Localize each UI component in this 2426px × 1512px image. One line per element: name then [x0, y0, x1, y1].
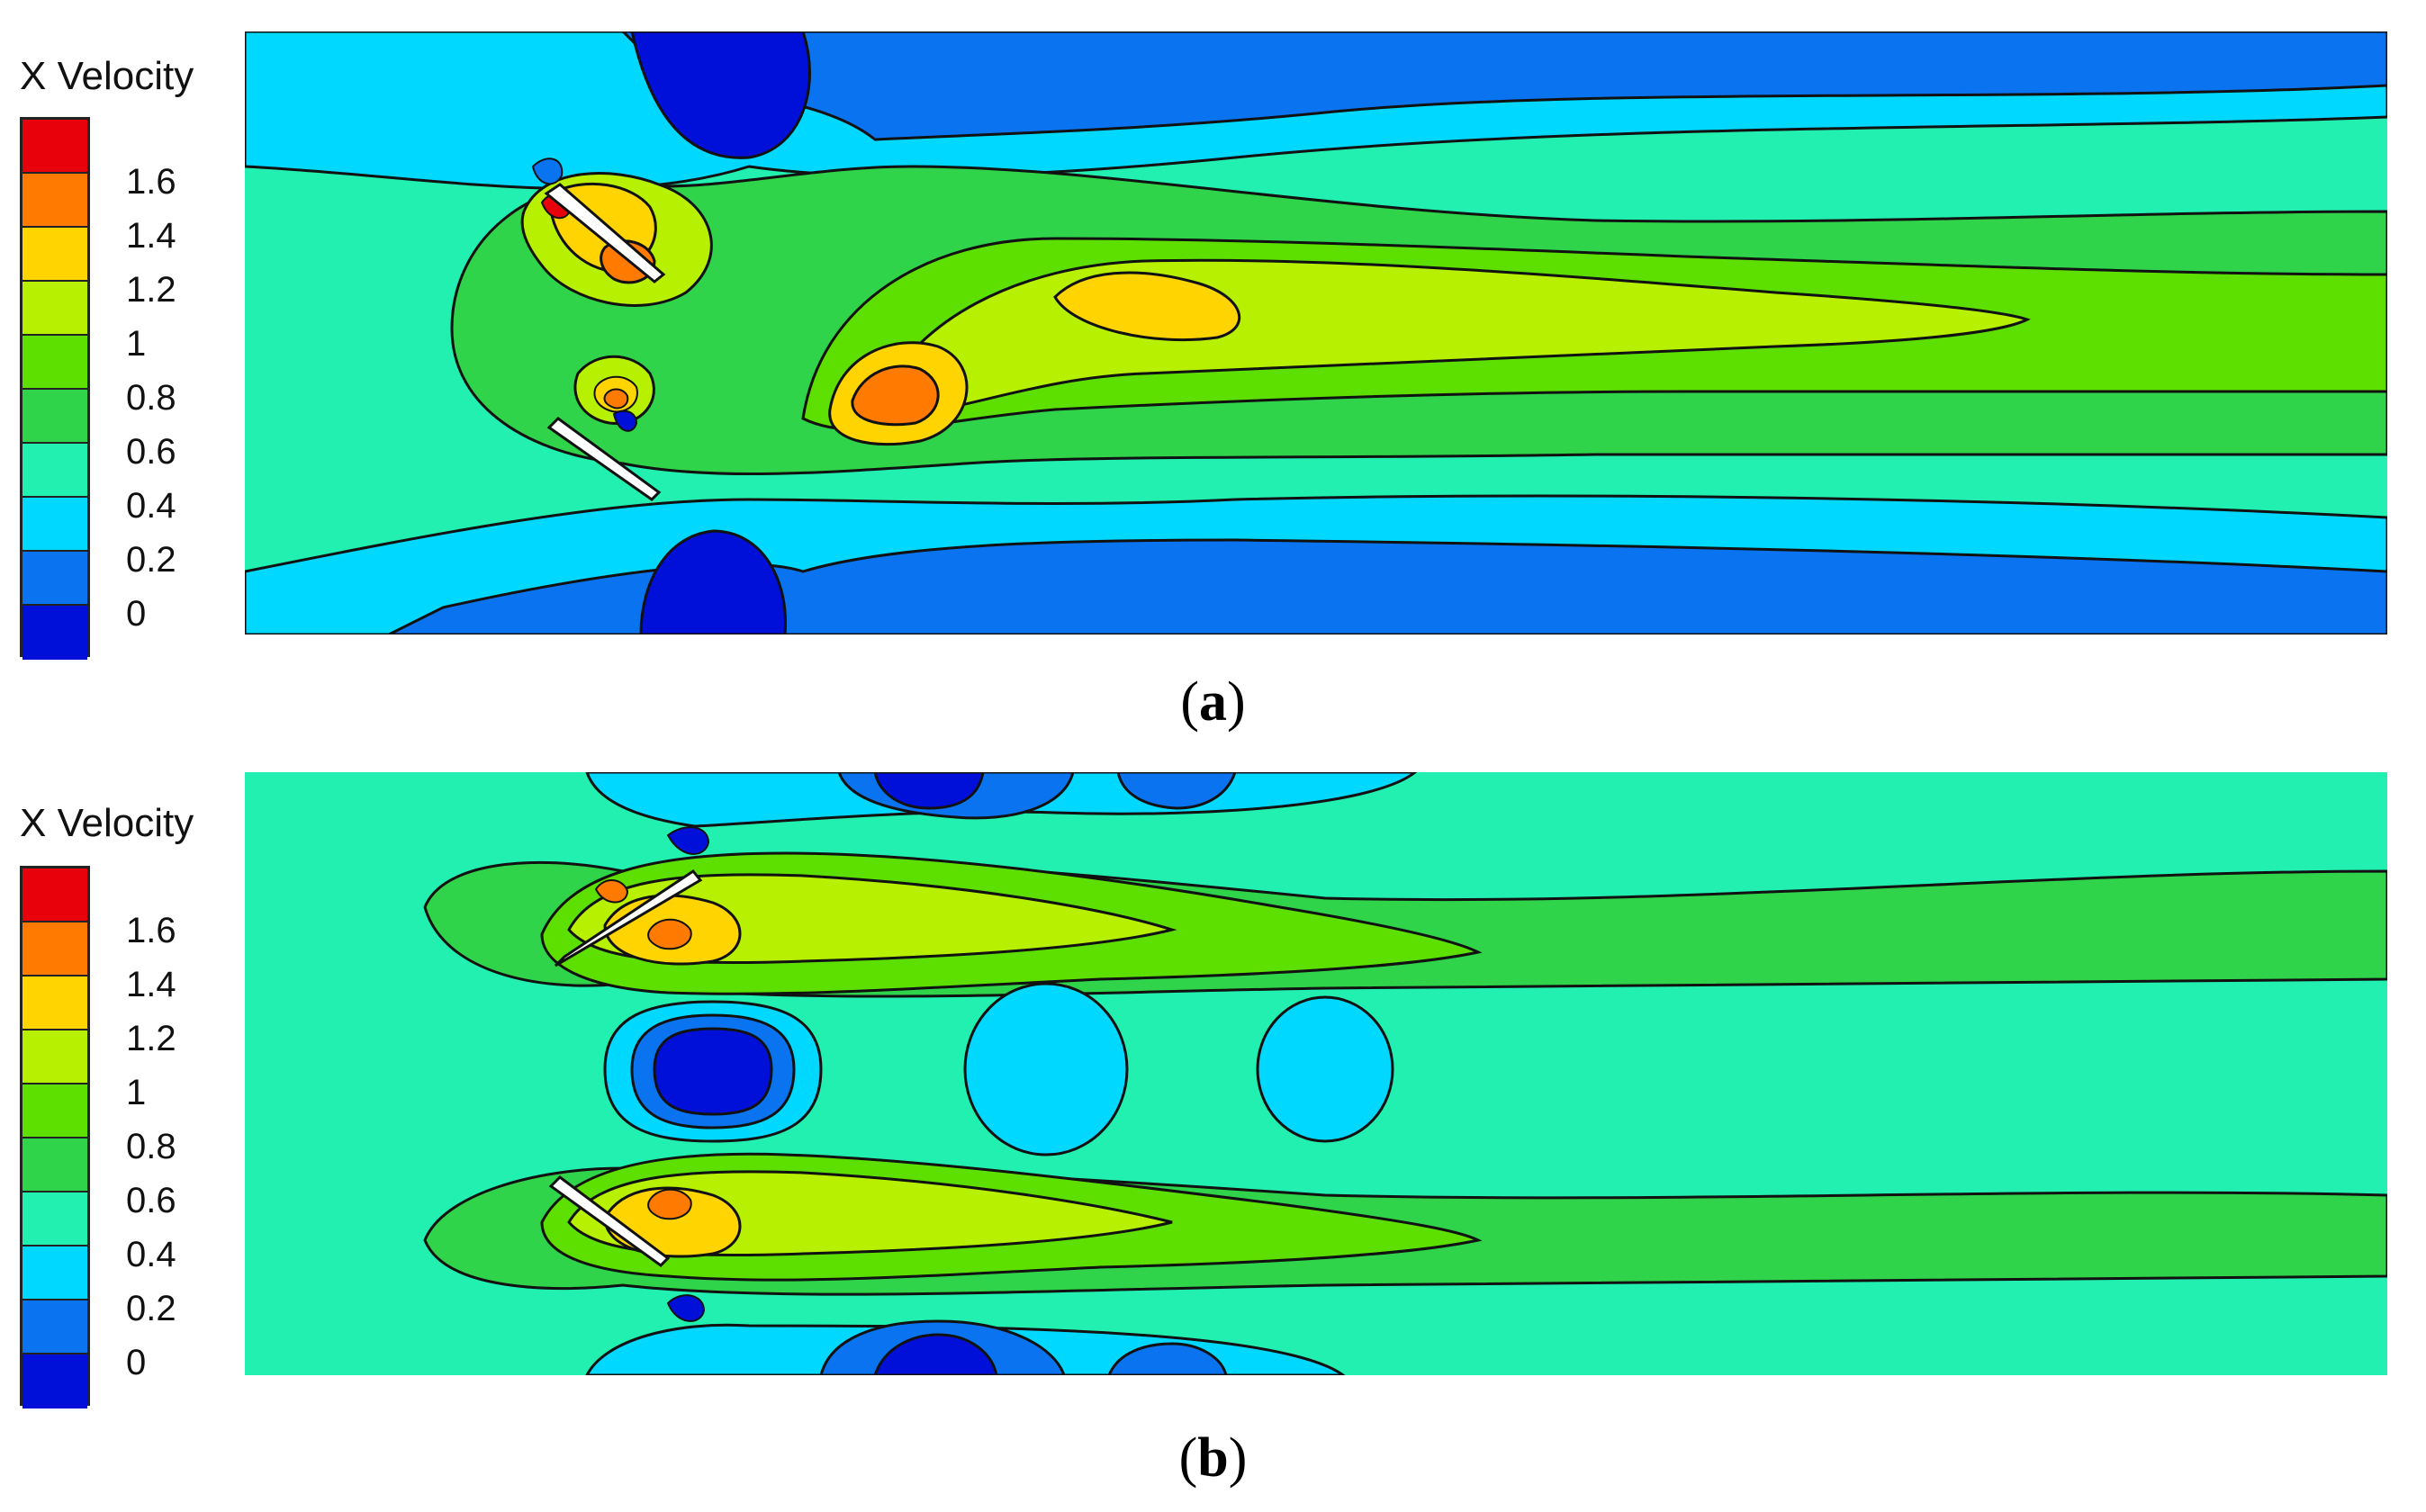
legend-tick-label: 0.4	[126, 486, 176, 526]
legend-swatch	[23, 228, 87, 282]
legend-tick-label: 1.2	[126, 270, 176, 310]
wake-vortex-cyan-2	[1256, 995, 1394, 1143]
lower-blade-blue	[612, 410, 638, 432]
caption-b: (b)	[1178, 1427, 1248, 1489]
legend-swatch	[23, 922, 87, 976]
bottom-wall-blue-2	[1107, 1342, 1228, 1375]
top-wall-darkblue	[873, 772, 985, 810]
legend-swatch	[23, 868, 87, 922]
legend-swatch	[23, 552, 87, 606]
lower-blade-orange	[603, 388, 629, 410]
legend-swatch	[23, 976, 87, 1030]
panel-a: X Velocity 1.6 1.4 1.2 1 0.8 0.6 0.4 0.2 0	[20, 32, 2387, 733]
bottom-wall-darkblue	[873, 1333, 998, 1375]
caption-a: (a)	[1180, 671, 1246, 733]
contour-plot-a	[245, 32, 2387, 634]
legend-tick-label: 0	[126, 594, 147, 634]
legend-tick-label: 1	[126, 324, 147, 364]
legend-swatch	[23, 498, 87, 552]
lower-blade	[548, 1175, 671, 1267]
wake-lower-ring-orange	[851, 364, 940, 427]
legend-tick-label: 0.2	[126, 1289, 176, 1328]
panel-b: X Velocity 1.6 1.4 1.2 1 0.8 0.6 0.4 0.2 0	[0, 756, 2426, 1512]
blob-top-darkblue	[630, 32, 811, 159]
legend-swatch	[23, 1354, 87, 1408]
blob-bottom-darkblue	[639, 529, 788, 634]
center-vortex-darkblue	[653, 1027, 773, 1116]
legend-tick-label: 1.4	[126, 216, 176, 256]
legend-swatch	[23, 1138, 87, 1192]
lower-trailing-vortex	[666, 1294, 706, 1322]
legend-tick-label: 1.2	[126, 1019, 176, 1058]
legend-tick-label: 0.8	[126, 378, 176, 418]
legend-swatch	[23, 390, 87, 444]
upper-wake-orange	[647, 918, 692, 950]
legend-title-a: X Velocity	[20, 54, 194, 98]
legend-tick-label: 0	[126, 1343, 147, 1382]
upper-tip-blue	[531, 158, 564, 185]
upper-blade	[554, 868, 703, 968]
legend-swatch	[23, 174, 87, 228]
legend-swatch	[23, 120, 87, 174]
band-top-blue	[620, 32, 2387, 141]
legend-title-b: X Velocity	[20, 801, 194, 845]
legend-swatch	[23, 1300, 87, 1354]
legend-swatch	[23, 1084, 87, 1138]
lower-blade	[546, 417, 662, 501]
legend-swatch	[23, 1030, 87, 1084]
legend-swatch	[23, 336, 87, 390]
wake-vortex-cyan-1	[963, 982, 1129, 1156]
legend-tick-label: 1.6	[126, 911, 176, 950]
legend-swatch	[23, 606, 87, 660]
legend-tick-label: 0.2	[126, 540, 176, 580]
legend-tick-label: 1	[126, 1073, 147, 1112]
legend-swatch	[23, 282, 87, 336]
upper-leading-vortex	[666, 826, 710, 855]
legend-swatch	[23, 444, 87, 498]
legend-tick-label: 0.8	[126, 1127, 176, 1166]
contour-plot-b	[245, 772, 2387, 1375]
wake-yellow-core	[1053, 271, 1241, 342]
legend-swatch	[23, 1192, 87, 1246]
legend-tick-label: 0.6	[126, 432, 176, 472]
lower-wake-orange	[647, 1188, 692, 1220]
top-wall-blue-2	[1116, 772, 1237, 810]
upper-tip-orange	[594, 879, 629, 904]
legend-swatch	[23, 1246, 87, 1300]
color-legend-b	[20, 866, 90, 1408]
legend-tick-label: 1.6	[126, 162, 176, 202]
legend-tick-label: 0.4	[126, 1235, 176, 1274]
legend-tick-label: 1.4	[126, 965, 176, 1004]
legend-tick-label: 0.6	[126, 1181, 176, 1220]
color-legend-a	[20, 117, 90, 660]
upper-blade	[544, 183, 666, 284]
